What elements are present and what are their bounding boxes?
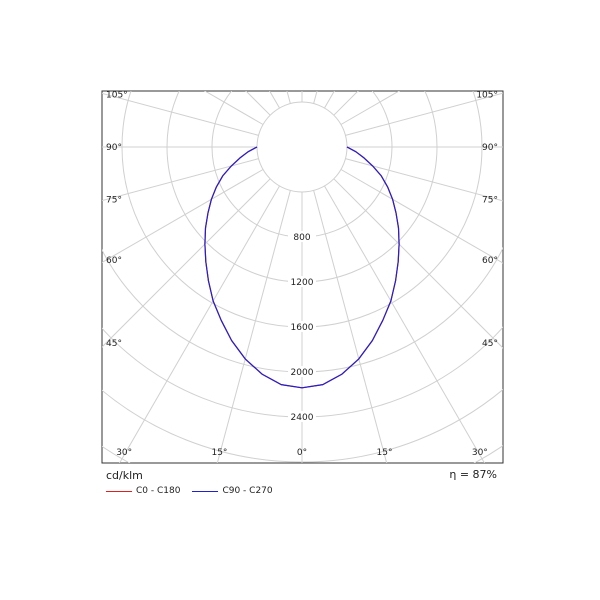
legend-item-c0-c180: C0 - C180 xyxy=(106,486,180,496)
grid-spoke xyxy=(313,190,388,463)
legend-label: C90 - C270 xyxy=(222,486,273,496)
grid-spoke xyxy=(345,92,503,136)
radial-tick-bg xyxy=(288,366,316,377)
grid-spoke xyxy=(324,185,486,463)
legend-swatch-red xyxy=(106,490,132,492)
angle-label-left: 105° xyxy=(106,90,128,100)
grid-spoke xyxy=(286,91,291,104)
legend-swatch-blue xyxy=(192,490,219,492)
radial-tick-label: 1600 xyxy=(291,323,314,333)
grid-spoke xyxy=(216,190,291,463)
radial-tick-label: 2000 xyxy=(291,368,314,378)
angle-label-right: 15° xyxy=(377,448,393,458)
efficiency-label: η = 87% xyxy=(449,468,497,481)
angle-label-left: 45° xyxy=(106,339,122,349)
unit-label: cd/klm xyxy=(106,469,143,482)
grid-spoke xyxy=(333,178,503,349)
series-curve-c90-c270 xyxy=(204,146,400,389)
radial-tick-bg xyxy=(288,276,316,287)
angle-label-left: 30° xyxy=(116,448,132,458)
grid-spoke xyxy=(102,158,259,202)
angle-label-bottom: 0° xyxy=(297,448,307,458)
angle-label-right: 45° xyxy=(482,339,498,349)
grid-spoke xyxy=(102,169,264,264)
radial-tick-label: 2400 xyxy=(291,413,314,423)
angle-label-left: 15° xyxy=(211,448,227,458)
angle-label-right: 60° xyxy=(482,256,498,266)
grid-spoke xyxy=(345,158,503,202)
grid-spoke xyxy=(340,169,503,264)
grid-spoke xyxy=(102,92,259,136)
grid-spoke xyxy=(118,185,280,463)
angle-label-left: 75° xyxy=(106,196,122,206)
angle-label-left: 90° xyxy=(106,143,122,153)
angle-label-right: 90° xyxy=(482,143,498,153)
angle-label-right: 30° xyxy=(472,448,488,458)
legend: C0 - C180 C90 - C270 xyxy=(106,486,273,496)
legend-label: C0 - C180 xyxy=(136,486,181,496)
angle-label-right: 105° xyxy=(476,90,498,100)
intensity-curves xyxy=(204,146,400,389)
angle-label-right: 75° xyxy=(482,196,498,206)
radial-tick-bg xyxy=(288,231,316,242)
grid-spoke xyxy=(102,178,271,348)
radial-tick-bg xyxy=(288,321,316,332)
radial-tick-label: 800 xyxy=(293,233,310,243)
grid-spoke xyxy=(313,91,318,104)
axis-labels: 800 1200 1600 2000 2400 105° 105° 90° 90° 75° 75° 6… xyxy=(106,90,498,458)
radial-tick-label: 1200 xyxy=(291,278,314,288)
radial-tick-bg xyxy=(288,411,316,422)
angle-label-left: 60° xyxy=(106,256,122,266)
legend-item-c90-c270: C90 - C270 xyxy=(192,486,273,496)
